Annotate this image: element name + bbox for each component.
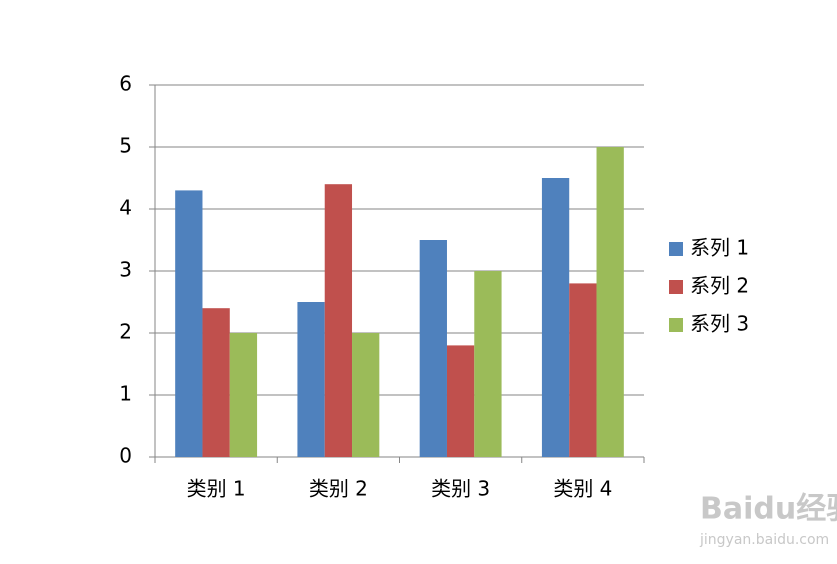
- y-tick-label: 6: [119, 72, 132, 96]
- bar: [352, 333, 380, 457]
- bar: [175, 190, 203, 457]
- x-tick-label: 类别 3: [431, 477, 490, 501]
- y-tick-label: 1: [119, 382, 132, 406]
- watermark-url: jingyan.baidu.com: [699, 532, 829, 548]
- legend-label: 系列 1: [690, 236, 749, 260]
- y-tick-label: 4: [119, 196, 132, 220]
- x-tick-label: 类别 1: [187, 477, 246, 501]
- bar: [297, 302, 325, 457]
- bar: [446, 345, 475, 457]
- y-tick-label: 3: [119, 258, 132, 282]
- y-tick-label: 2: [119, 320, 132, 344]
- x-tick-label: 类别 2: [309, 477, 368, 501]
- bar: [569, 283, 597, 457]
- y-tick-label: 0: [119, 444, 132, 468]
- legend-swatch: [669, 280, 683, 294]
- y-tick-label: 5: [119, 134, 132, 158]
- legend-label: 系列 2: [690, 274, 749, 298]
- bar: [541, 178, 570, 457]
- bar: [419, 240, 447, 457]
- bar: [474, 271, 502, 457]
- bar: [596, 147, 624, 457]
- x-tick-label: 类别 4: [553, 477, 612, 501]
- bar: [229, 333, 258, 457]
- bar: [202, 308, 230, 457]
- bar: [324, 184, 353, 457]
- legend-swatch: [669, 242, 683, 256]
- legend-label: 系列 3: [690, 312, 749, 336]
- watermark-brand: Baidu经验: [700, 492, 837, 527]
- legend-swatch: [669, 318, 683, 332]
